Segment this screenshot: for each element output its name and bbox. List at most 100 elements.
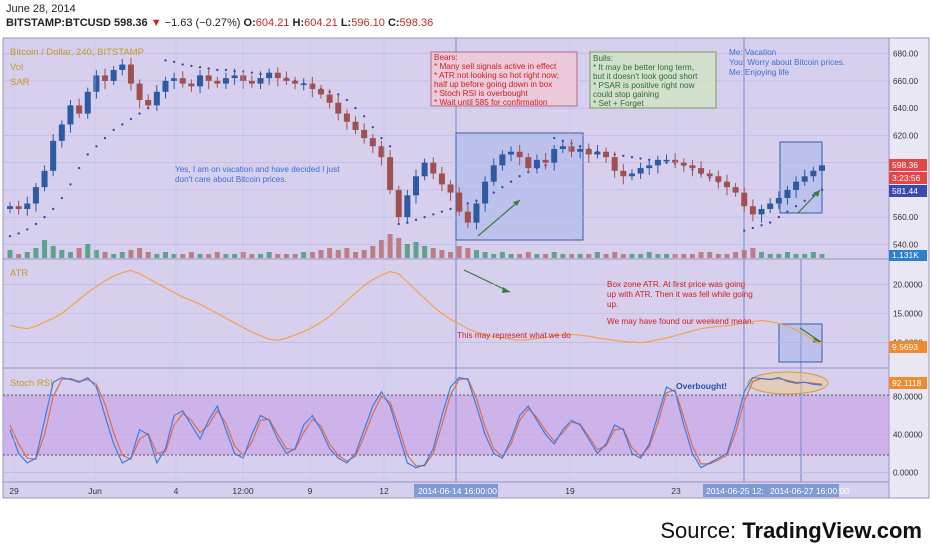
ticker-change: −1.63 (−0.27%) (164, 17, 241, 29)
candle-body (145, 99, 152, 106)
atr-title: ATR (10, 268, 28, 279)
volume-bar (448, 252, 454, 258)
candle-body (698, 168, 705, 174)
candle-body (76, 105, 83, 114)
candle-body (508, 151, 515, 155)
sar-dot (630, 155, 634, 159)
overbought-ellipse[interactable] (747, 371, 829, 395)
box-zone-atr[interactable] (778, 323, 823, 363)
volume-bar (698, 252, 704, 258)
volume-bar (214, 252, 220, 258)
x-tick-label: 9 (308, 486, 313, 496)
volume-bar (594, 252, 600, 258)
sar-dot (121, 123, 124, 126)
sar-dot (397, 222, 400, 226)
sar-dot (17, 232, 20, 235)
ticker-high: 604.21 (304, 17, 338, 29)
volume-bar (387, 234, 393, 258)
candle-body (67, 105, 74, 125)
candle-body (300, 83, 307, 86)
candle-body (577, 149, 584, 152)
sar-dot (380, 136, 383, 140)
x-tick-label: 12:00 (232, 486, 254, 496)
ticker-open-label: O: (243, 17, 256, 29)
candle-body (784, 189, 791, 199)
candle-body (41, 170, 48, 188)
x-tick-label: 19 (565, 486, 575, 496)
sar-dot (768, 221, 772, 224)
atr-line (9, 269, 823, 346)
candle-body (266, 72, 273, 79)
volume-bar (551, 252, 557, 258)
volume-bar (344, 248, 350, 258)
box-zone-recent[interactable] (779, 141, 823, 214)
sar-dot (388, 145, 392, 148)
volume-bar (759, 252, 765, 258)
candle-body (110, 69, 117, 81)
volume-bar (301, 252, 307, 258)
candle-body (369, 138, 376, 147)
sar-dot (26, 228, 29, 231)
sar-dot (414, 218, 418, 222)
sar-dot (812, 194, 815, 197)
candle-body (58, 124, 65, 141)
candle-body (594, 151, 601, 155)
sar-dot (34, 222, 38, 226)
volume-bar (482, 252, 488, 258)
volume-bar (335, 250, 341, 258)
candle-body (637, 168, 644, 174)
volume-bar (724, 254, 730, 258)
y-tick-label: 660.00 (893, 77, 918, 86)
volume-bar (162, 252, 168, 258)
sar-tag-bg (889, 185, 927, 197)
volume-bar (439, 250, 445, 258)
volume-bar (7, 250, 13, 258)
volume-bar (145, 252, 151, 258)
y-tick-label: 15.0000 (893, 310, 923, 319)
bears-note-box (430, 51, 578, 107)
volume-bar (396, 238, 402, 258)
volume-bar (638, 254, 644, 258)
candle-body (620, 170, 627, 177)
sar-dot (371, 126, 375, 129)
candle-body (153, 91, 160, 106)
candle-body (395, 189, 402, 218)
ticker-symbol: BITSTAMP:BTCUSD (6, 17, 111, 29)
me-note: Me: Vacation You: Worry about Bitcoin pr… (729, 48, 847, 77)
volume-bar (275, 254, 281, 258)
ticker-open: 604.21 (255, 17, 290, 29)
candle-body (102, 75, 109, 81)
candle-body (723, 181, 730, 188)
y-tick-label: 680.00 (893, 50, 918, 59)
volume-bar (499, 252, 505, 258)
candle-body (456, 192, 463, 212)
sar-dot (639, 157, 642, 160)
source-brand: TradingView.com (742, 518, 922, 543)
timer-tag: 3:23:56 (892, 173, 921, 183)
volume-bar (249, 254, 255, 258)
candle-body (447, 184, 454, 193)
sar-dot (466, 202, 470, 205)
candle-body (646, 165, 653, 169)
volume-bar (50, 246, 56, 258)
candle-body (171, 78, 178, 81)
price-axis[interactable] (888, 37, 930, 499)
sar-dot (423, 215, 426, 219)
bears-note: Bears: * Many sell signals active in eff… (434, 53, 561, 107)
volume-bar (672, 254, 678, 258)
stoch-tag-bg (889, 377, 927, 389)
volume-bar (534, 254, 540, 258)
volume-bar (508, 254, 514, 258)
y-tick-label: 20.0000 (893, 280, 923, 289)
volume-bar (370, 246, 376, 258)
candle-body (758, 208, 765, 215)
y-tick-label: 0.0000 (893, 468, 918, 477)
sar-dot (751, 226, 755, 230)
sar-dot (362, 115, 366, 118)
candle-body (93, 75, 100, 92)
x-tick-label: 23 (671, 486, 681, 496)
candle-body (292, 80, 299, 84)
candle-body (490, 165, 497, 182)
atr-arrow-2-head-icon (813, 337, 821, 343)
